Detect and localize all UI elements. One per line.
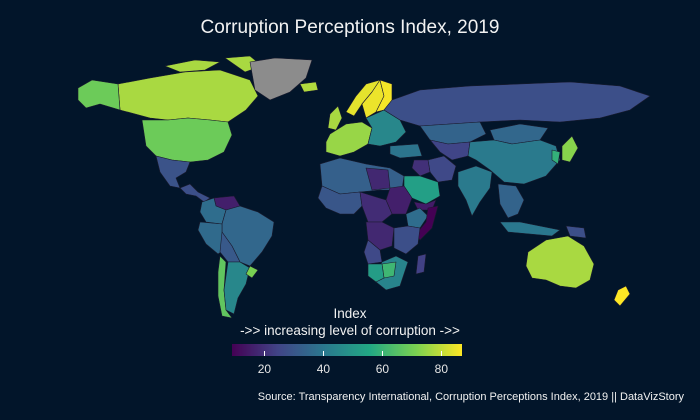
region-uruguay — [245, 265, 259, 279]
region-australia — [525, 235, 595, 289]
region-southeast-asia — [497, 183, 525, 219]
legend-tick-label: 80 — [434, 362, 449, 376]
legend-tick-mark — [382, 351, 384, 356]
region-kazakhstan — [419, 121, 487, 145]
region-central-america — [179, 183, 211, 203]
region-japan — [561, 135, 579, 163]
map-title: Corruption Perceptions Index, 2019 — [200, 17, 500, 38]
region-madagascar — [415, 253, 427, 275]
region-india — [457, 165, 493, 217]
region-western-europe — [325, 121, 373, 157]
region-russia — [383, 81, 651, 127]
region-greenland — [249, 57, 313, 101]
region-botswana — [381, 261, 397, 279]
region-ethiopia — [405, 207, 429, 229]
region-east-africa — [393, 225, 421, 255]
region-alaska-united-states — [77, 79, 121, 111]
region-west-africa — [317, 185, 363, 215]
region-canada — [117, 55, 263, 123]
region-china — [467, 139, 561, 185]
region-korea — [551, 149, 561, 165]
region-iceland — [299, 81, 319, 93]
region-united-states — [141, 117, 233, 163]
region-new-zealand — [613, 285, 631, 307]
legend-title-line2: ->> increasing level of corruption ->> — [240, 323, 460, 338]
region-turkey — [389, 143, 423, 159]
legend-tick-mark — [441, 351, 443, 356]
region-papua-new-guinea — [565, 225, 587, 239]
legend-tick-mark — [323, 351, 325, 356]
legend-tick-mark — [264, 351, 266, 356]
region-namibia — [367, 263, 385, 283]
region-somalia — [415, 205, 439, 241]
legend-tick-label: 60 — [375, 362, 390, 376]
color-scale-bar — [232, 344, 462, 356]
legend-tick-label: 40 — [316, 362, 331, 376]
region-indonesia — [499, 221, 561, 237]
legend-title-line1: Index — [333, 306, 367, 321]
source-caption: Source: Transparency International, Corr… — [257, 391, 684, 403]
legend-title: Index ->> increasing level of corruption… — [200, 305, 500, 339]
region-mexico — [155, 155, 191, 189]
region-argentina — [223, 261, 251, 315]
region-angola — [363, 239, 383, 265]
region-chile — [217, 255, 233, 319]
legend-tick-label: 20 — [257, 362, 272, 376]
region-united-kingdom — [327, 105, 343, 131]
region-iraq — [411, 159, 431, 177]
